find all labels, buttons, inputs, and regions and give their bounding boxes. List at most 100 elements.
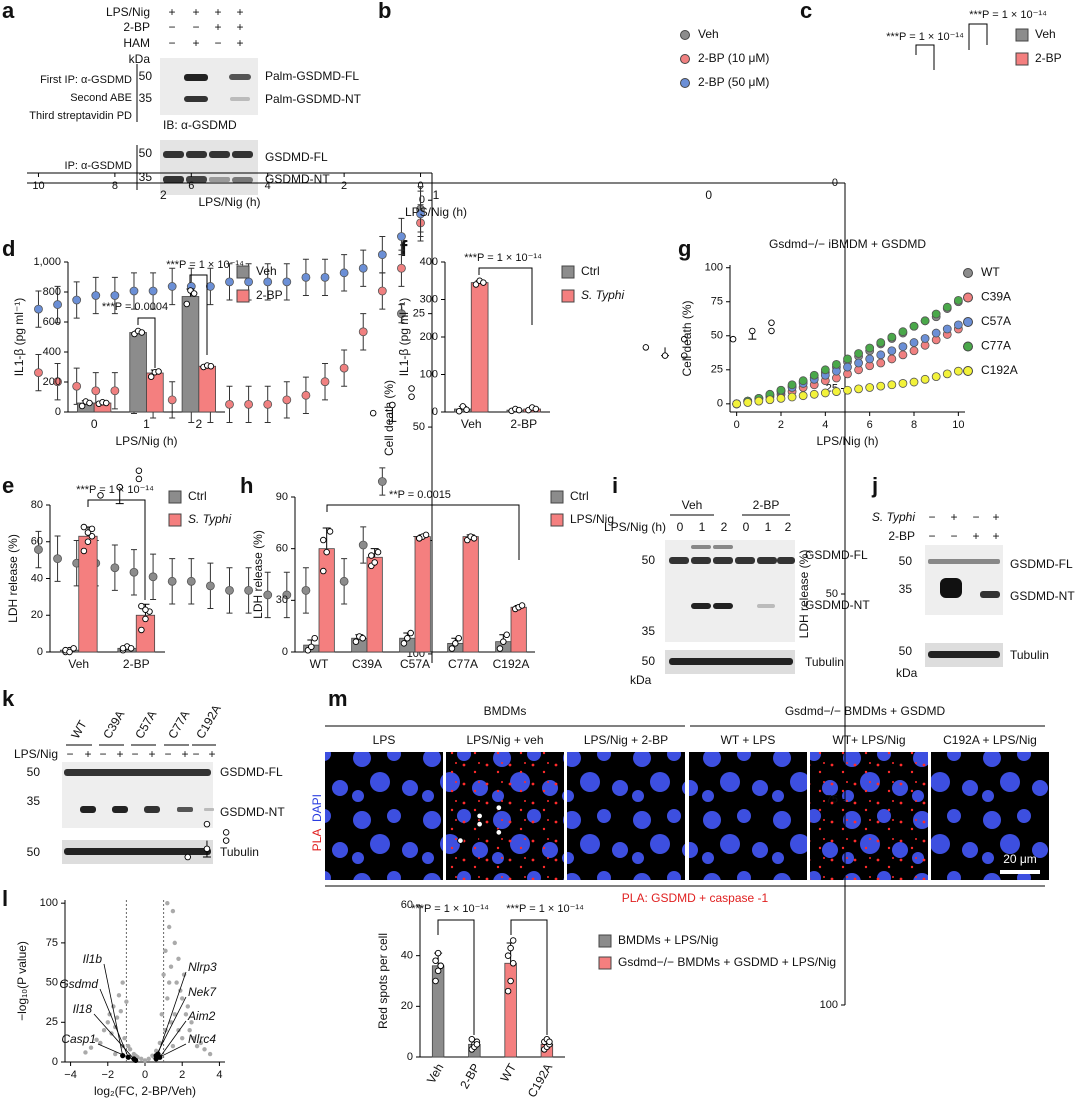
replicate-point	[680, 335, 688, 343]
data-point	[843, 385, 852, 395]
condition-label: 2-BP	[123, 20, 150, 34]
gene-label: Casp1	[61, 1032, 96, 1046]
micrographs-part	[446, 752, 564, 880]
condition-sign: −	[972, 510, 979, 524]
chart-title: Gsdmd−/− iBMDM + GSDMD	[769, 237, 926, 251]
p-value: ***P = 1 × 10⁻¹⁴	[886, 31, 964, 43]
data-point	[798, 376, 808, 386]
panel-letter: c	[800, 0, 812, 23]
leader-line	[99, 988, 129, 1058]
y-axis-label: LDH release (%)	[6, 534, 20, 623]
label: First IP: α-GSDMD	[40, 74, 132, 86]
data-point	[225, 399, 234, 409]
band-label: GSDMD-FL	[805, 548, 868, 562]
data-point	[198, 1040, 204, 1046]
data-point	[148, 286, 158, 296]
replicate-point	[768, 327, 775, 335]
micrographs-part	[931, 752, 1049, 880]
replicate-point	[455, 634, 462, 642]
gene-label: Aim2	[187, 1009, 216, 1023]
data-point	[377, 250, 387, 260]
replicate-point	[437, 962, 444, 970]
bracket	[87, 499, 146, 600]
data-point	[931, 372, 941, 382]
x-tick-label: 6	[188, 180, 194, 192]
kda-marker: 50	[27, 765, 41, 779]
condition-sign: +	[192, 36, 199, 50]
replicate-point	[507, 977, 514, 985]
replicate-point	[495, 829, 503, 836]
data-point	[743, 398, 753, 407]
bar	[470, 282, 489, 413]
legend-label: 2-BP (50 μM)	[698, 75, 769, 89]
legend-marker	[963, 366, 973, 376]
data-point	[263, 277, 273, 287]
x-axis-label: log₂(FC, 2-BP/Veh)	[94, 1084, 196, 1098]
kda-marker: 35	[642, 624, 656, 638]
data-point	[358, 540, 368, 550]
data-point	[165, 900, 170, 906]
data-point	[339, 268, 349, 278]
label: IB: α-GSDMD	[163, 118, 237, 132]
blot-j-part	[928, 651, 1000, 658]
leader-line	[103, 963, 124, 1056]
replicate-point	[352, 638, 360, 645]
y-axis-label: IL1-β (pg ml⁻¹)	[397, 298, 411, 377]
data-point	[909, 377, 919, 387]
blot-a	[136, 58, 258, 195]
gene-label: Il1b	[83, 952, 103, 966]
x-tick-label: −4	[64, 1069, 77, 1081]
replicate-point	[138, 626, 145, 634]
legend-label: 2-BP (10 μM)	[698, 51, 769, 65]
blot-a-part	[186, 151, 207, 158]
y-tick-label: 300	[420, 293, 438, 305]
p-value: ***P = 1 × 10⁻¹⁴	[464, 252, 542, 264]
replicate-point	[70, 645, 77, 652]
legend-marker	[561, 265, 575, 279]
label: PLA: GSDMD + caspase -1	[622, 891, 769, 905]
kda-marker: 35	[139, 91, 153, 105]
data-point	[194, 1043, 200, 1049]
x-tick-label: C192A	[525, 1061, 555, 1100]
x-tick-label: C192A	[493, 657, 530, 671]
condition-label: HAM	[123, 36, 150, 50]
legend-label: Gsdmd−/− BMDMs + GSDMD + LPS/Nig	[618, 955, 836, 969]
replicate-point	[408, 385, 415, 392]
data-point	[53, 377, 62, 387]
replicate-point	[432, 977, 439, 985]
data-point	[809, 370, 819, 380]
data-point	[166, 980, 172, 985]
p-value: ***P = 1 × 10⁻¹⁴	[506, 903, 584, 915]
replicate-point	[473, 1041, 481, 1048]
data-point	[110, 291, 120, 300]
blot-k-part	[64, 848, 211, 855]
blot-a-part	[163, 176, 184, 183]
x-tick-label: 2	[341, 180, 347, 192]
x-tick-label: 0	[417, 180, 423, 192]
x-tick-label: 4	[822, 419, 828, 431]
replicate-point	[86, 399, 93, 407]
data-point	[820, 388, 830, 398]
panel-letter: g	[678, 236, 691, 261]
x-tick-label: 2	[160, 188, 167, 202]
data-point	[113, 1051, 118, 1057]
replicate-point	[183, 300, 191, 308]
y-tick-label: 60	[31, 536, 43, 548]
y-tick-label: 0	[37, 646, 43, 658]
replicate-point	[408, 393, 415, 400]
data-point	[898, 350, 908, 360]
data-point	[174, 980, 179, 985]
replicate-point	[326, 528, 334, 535]
blot-a-part	[184, 74, 208, 81]
y-tick-label: 100	[820, 999, 838, 1011]
lane-label: 1	[699, 520, 706, 534]
data-point	[185, 1004, 190, 1009]
data-point	[186, 576, 196, 586]
blot-i-part	[713, 557, 733, 564]
y-tick-label: 25	[711, 364, 723, 376]
panel-letter: k	[2, 686, 15, 711]
legend-marker	[963, 341, 973, 352]
error-bar	[370, 548, 379, 558]
legend-marker	[963, 292, 973, 303]
replicate-point	[463, 406, 470, 414]
